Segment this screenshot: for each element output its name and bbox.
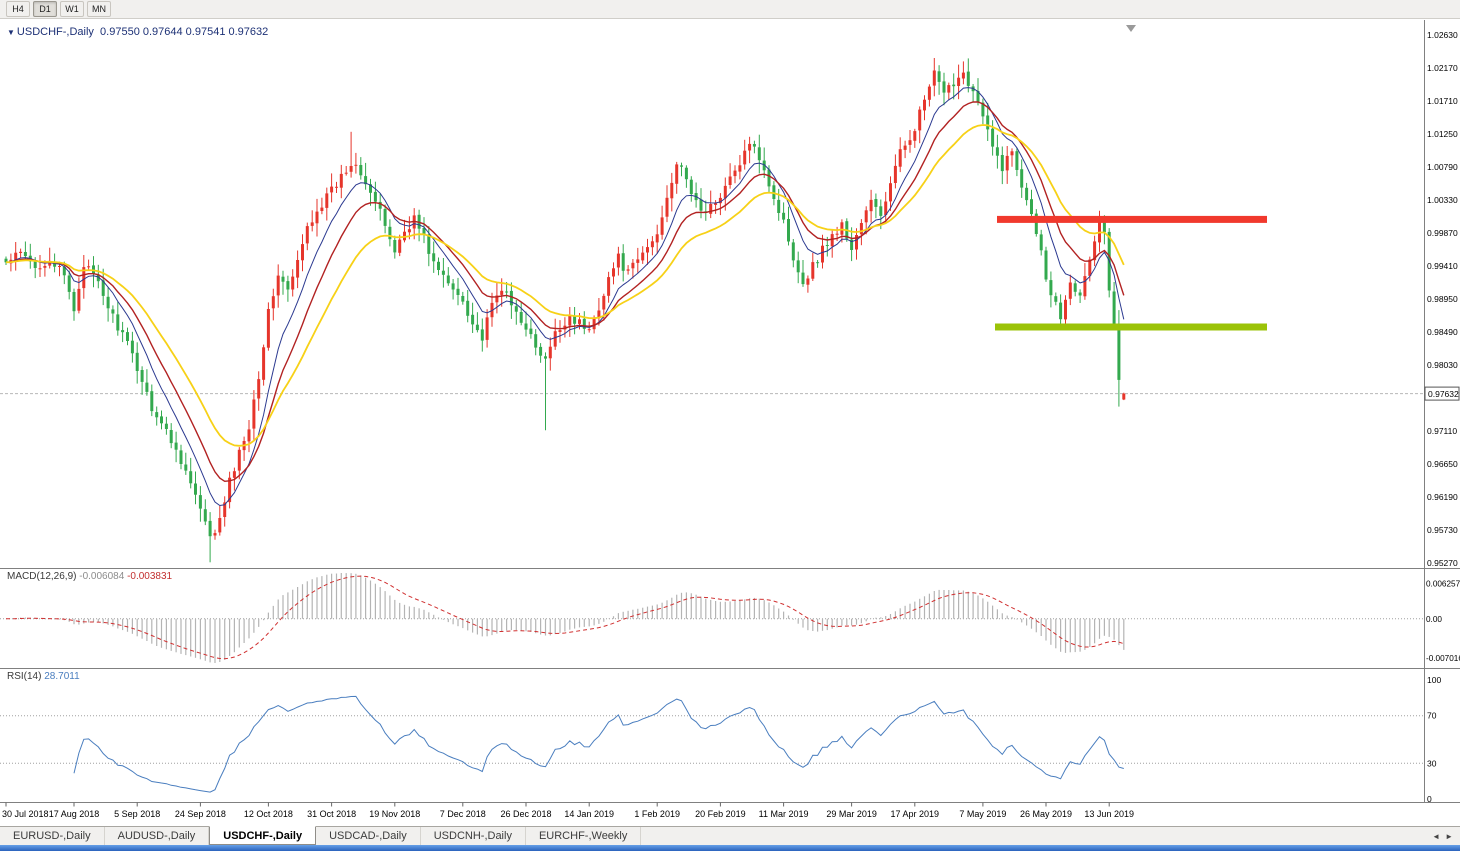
tab-scroll-left-button[interactable]: ◄ bbox=[1432, 831, 1441, 841]
bottom-scrollbar[interactable] bbox=[0, 845, 1460, 851]
svg-text:0: 0 bbox=[1427, 794, 1432, 804]
svg-text:-0.007016: -0.007016 bbox=[1426, 654, 1460, 663]
svg-text:17 Aug 2018: 17 Aug 2018 bbox=[49, 809, 100, 819]
svg-text:29 Mar 2019: 29 Mar 2019 bbox=[826, 809, 877, 819]
current-price-value: 0.97632 bbox=[1428, 389, 1459, 399]
svg-text:70: 70 bbox=[1427, 711, 1437, 721]
ma-mid-crimson-line bbox=[5, 101, 1125, 483]
macd-histogram bbox=[10, 573, 1125, 663]
svg-text:13 Jun 2019: 13 Jun 2019 bbox=[1084, 809, 1134, 819]
support-line[interactable] bbox=[995, 323, 1267, 331]
svg-text:0.00: 0.00 bbox=[1426, 615, 1442, 624]
svg-text:0.97110: 0.97110 bbox=[1427, 426, 1457, 436]
ma-fast-navy-line bbox=[5, 87, 1125, 507]
svg-text:7 Dec 2018: 7 Dec 2018 bbox=[440, 809, 486, 819]
svg-text:1 Feb 2019: 1 Feb 2019 bbox=[634, 809, 680, 819]
chart-tabs: EURUSD-,Daily AUDUSD-,Daily USDCHF-,Daily U… bbox=[0, 826, 642, 845]
timeframe-button-h4[interactable]: H4 bbox=[6, 1, 30, 17]
macd-axis: 0.006257 0.00 -0.007016 bbox=[1426, 580, 1460, 664]
resistance-line[interactable] bbox=[997, 215, 1267, 223]
tab-scroll-arrows: ◄ ► bbox=[1432, 827, 1460, 845]
svg-text:12 Oct 2018: 12 Oct 2018 bbox=[244, 809, 293, 819]
ma-slow-yellow-line bbox=[5, 124, 1125, 447]
candlestick-series[interactable] bbox=[4, 58, 1126, 563]
svg-text:0.99410: 0.99410 bbox=[1427, 261, 1458, 271]
svg-text:11 Mar 2019: 11 Mar 2019 bbox=[759, 809, 809, 819]
svg-text:1.02170: 1.02170 bbox=[1427, 63, 1458, 73]
svg-text:0.96650: 0.96650 bbox=[1427, 459, 1458, 469]
tab-bar: EURUSD-,Daily AUDUSD-,Daily USDCHF-,Daily U… bbox=[0, 826, 1460, 845]
svg-text:0.99870: 0.99870 bbox=[1427, 228, 1458, 238]
svg-text:30 Jul 2018: 30 Jul 2018 bbox=[2, 809, 49, 819]
chart-shift-marker-icon[interactable] bbox=[1126, 25, 1136, 32]
time-axis[interactable]: 30 Jul 2018 17 Aug 2018 5 Sep 2018 24 Sep 2… bbox=[2, 802, 1134, 820]
svg-text:1.01710: 1.01710 bbox=[1427, 96, 1458, 106]
svg-text:26 Dec 2018: 26 Dec 2018 bbox=[500, 809, 551, 819]
timeframe-button-d1[interactable]: D1 bbox=[33, 1, 57, 17]
svg-text:31 Oct 2018: 31 Oct 2018 bbox=[307, 809, 356, 819]
svg-text:19 Nov 2018: 19 Nov 2018 bbox=[369, 809, 420, 819]
current-price-tag bbox=[1424, 386, 1460, 401]
svg-text:0.98950: 0.98950 bbox=[1427, 294, 1458, 304]
timeframe-button-mn[interactable]: MN bbox=[87, 1, 111, 17]
tab-usdcad-daily[interactable]: USDCAD-,Daily bbox=[316, 827, 421, 845]
rsi-axis: 100 70 30 0 bbox=[1427, 675, 1441, 804]
tab-scroll-right-button[interactable]: ► bbox=[1445, 831, 1453, 841]
svg-text:0.98490: 0.98490 bbox=[1427, 327, 1458, 337]
svg-text:0.95730: 0.95730 bbox=[1427, 525, 1458, 535]
svg-text:17 Apr 2019: 17 Apr 2019 bbox=[891, 809, 940, 819]
svg-text:100: 100 bbox=[1427, 675, 1441, 685]
tab-usdchf-daily[interactable]: USDCHF-,Daily bbox=[209, 826, 317, 845]
svg-text:1.00790: 1.00790 bbox=[1427, 162, 1458, 172]
svg-text:0.006257: 0.006257 bbox=[1426, 580, 1460, 589]
svg-text:30: 30 bbox=[1427, 758, 1437, 768]
svg-text:0.96190: 0.96190 bbox=[1427, 492, 1458, 502]
svg-text:26 May 2019: 26 May 2019 bbox=[1020, 809, 1072, 819]
svg-text:24 Sep 2018: 24 Sep 2018 bbox=[175, 809, 226, 819]
svg-text:14 Jan 2019: 14 Jan 2019 bbox=[564, 809, 614, 819]
timeframe-toolbar: H4 D1 W1 MN bbox=[0, 0, 1460, 19]
price-axis[interactable]: 1.02630 1.02170 1.01710 1.01250 1.00790 1.003… bbox=[1424, 30, 1460, 568]
svg-text:0.95270: 0.95270 bbox=[1427, 558, 1458, 568]
svg-text:20 Feb 2019: 20 Feb 2019 bbox=[695, 809, 746, 819]
tab-eurusd-daily[interactable]: EURUSD-,Daily bbox=[0, 827, 105, 845]
chart-area[interactable]: 1.02630 1.02170 1.01710 1.01250 1.00790 1.003… bbox=[0, 20, 1460, 826]
tab-eurchf-weekly[interactable]: EURCHF-,Weekly bbox=[526, 827, 642, 845]
tab-usdcnh-daily[interactable]: USDCNH-,Daily bbox=[421, 827, 526, 845]
svg-text:1.02630: 1.02630 bbox=[1427, 30, 1458, 40]
macd-signal-line bbox=[6, 575, 1124, 660]
svg-text:7 May 2019: 7 May 2019 bbox=[959, 809, 1006, 819]
svg-text:5 Sep 2018: 5 Sep 2018 bbox=[114, 809, 160, 819]
rsi-line bbox=[73, 695, 1124, 793]
price-chart-canvas[interactable]: 1.02630 1.02170 1.01710 1.01250 1.00790 1.003… bbox=[0, 20, 1460, 826]
panel-separators[interactable] bbox=[0, 20, 1460, 803]
svg-text:1.00330: 1.00330 bbox=[1427, 195, 1458, 205]
tab-audusd-daily[interactable]: AUDUSD-,Daily bbox=[105, 827, 210, 845]
svg-text:0.98030: 0.98030 bbox=[1427, 360, 1458, 370]
svg-text:1.01250: 1.01250 bbox=[1427, 129, 1458, 139]
timeframe-button-w1[interactable]: W1 bbox=[60, 1, 84, 17]
